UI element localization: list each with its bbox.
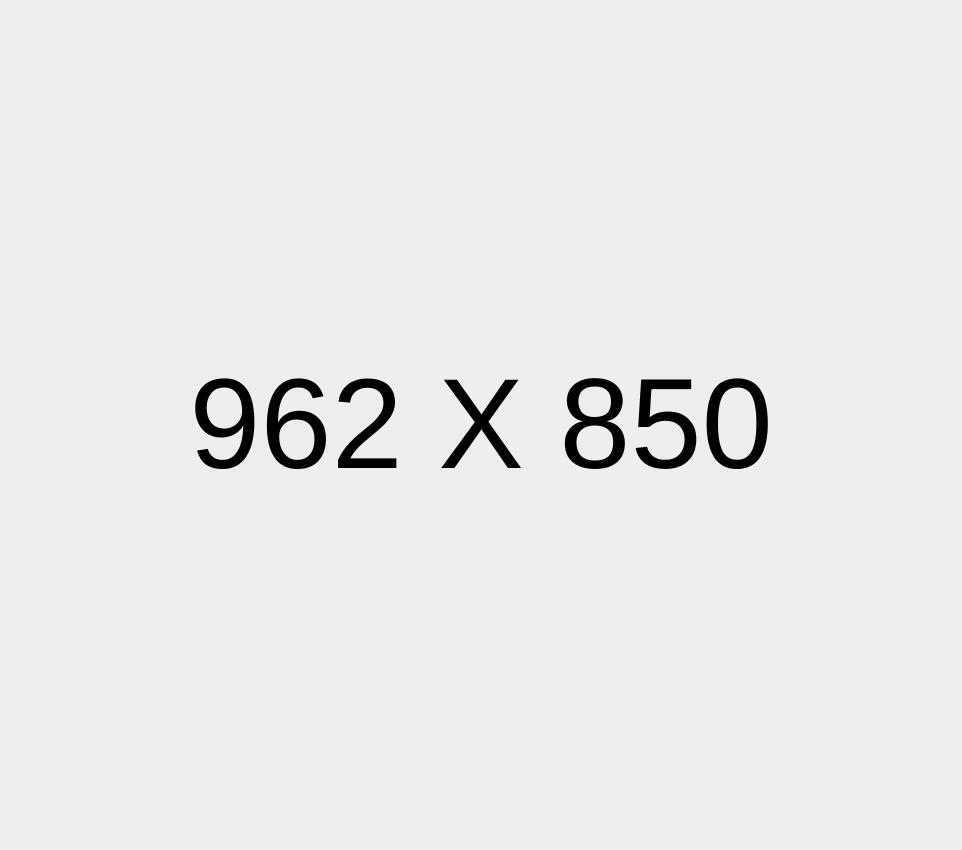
placeholder-dimensions-label: 962 X 850 [189, 353, 773, 496]
